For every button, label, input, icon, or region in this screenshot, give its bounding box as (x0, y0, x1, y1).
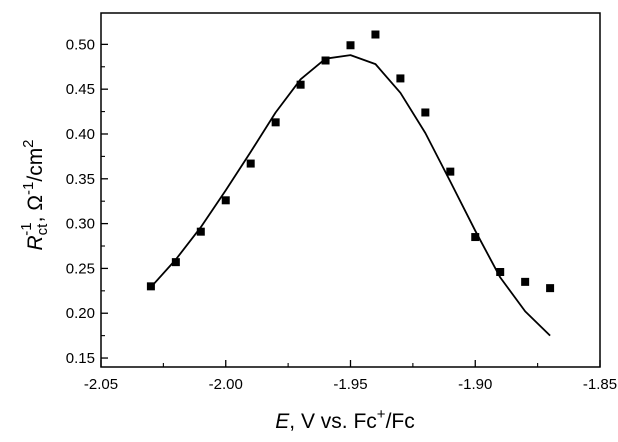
x-tick-label: -1.90 (458, 376, 492, 393)
data-point (496, 268, 505, 277)
data-point (471, 233, 480, 242)
data-point (271, 118, 280, 127)
y-tick-label: 0.25 (66, 260, 95, 277)
data-point (446, 167, 455, 176)
data-point (346, 41, 355, 50)
y-axis-title: Rct-1, Ω-1/cm2 (18, 139, 51, 250)
fit-line-layer (150, 54, 551, 337)
y-axis-title-superscript-2: -1 (20, 182, 37, 195)
data-point (196, 227, 205, 236)
y-axis-title-superscript-1: -1 (18, 222, 35, 235)
data-point (296, 80, 305, 89)
y-tick-label: 0.35 (66, 171, 95, 188)
y-tick-label: 0.45 (66, 81, 95, 98)
y-axis-title-superscript-3: 2 (20, 139, 37, 147)
y-axis-title-unit-cm: /cm (24, 148, 47, 182)
data-point (146, 282, 155, 291)
y-axis-title-unit: , Ω (24, 195, 47, 222)
data-point (371, 30, 380, 39)
fit-line (150, 54, 551, 337)
x-axis-title-superscript: + (377, 406, 386, 423)
x-tick-label: -1.95 (333, 376, 367, 393)
x-axis-title-text: , V vs. Fc (289, 410, 377, 433)
data-point (221, 196, 230, 205)
x-tick-label: -2.05 (84, 376, 118, 393)
y-tick-label: 0.30 (66, 216, 95, 233)
data-point (171, 258, 180, 267)
y-tick-label: 0.20 (66, 305, 95, 322)
data-point (546, 284, 555, 293)
x-axis-title: E, V vs. Fc+/Fc (275, 406, 414, 433)
data-point (521, 277, 530, 286)
y-tick-label: 0.40 (66, 126, 95, 143)
x-axis-title-variable: E (275, 410, 290, 433)
x-axis-title-text-end: /Fc (386, 410, 415, 433)
x-tick-label: -1.85 (583, 376, 617, 393)
data-point (396, 74, 405, 83)
y-axis-title-subscript: ct (34, 223, 51, 236)
y-axis-title-variable: R (24, 235, 47, 250)
data-point (321, 56, 330, 65)
y-tick-label: 0.15 (66, 350, 95, 367)
plot-frame (100, 12, 601, 368)
y-tick-label: 0.50 (66, 36, 95, 53)
data-point (246, 159, 255, 168)
x-tick-label: -2.00 (209, 376, 243, 393)
ticks-layer: -2.05 -2.00 -1.95 -1.90 -1.85 0.15 0.20 0.25 0.3… (66, 36, 617, 393)
data-points-layer (146, 30, 555, 293)
axes-layer (100, 12, 601, 368)
data-point (421, 108, 430, 117)
